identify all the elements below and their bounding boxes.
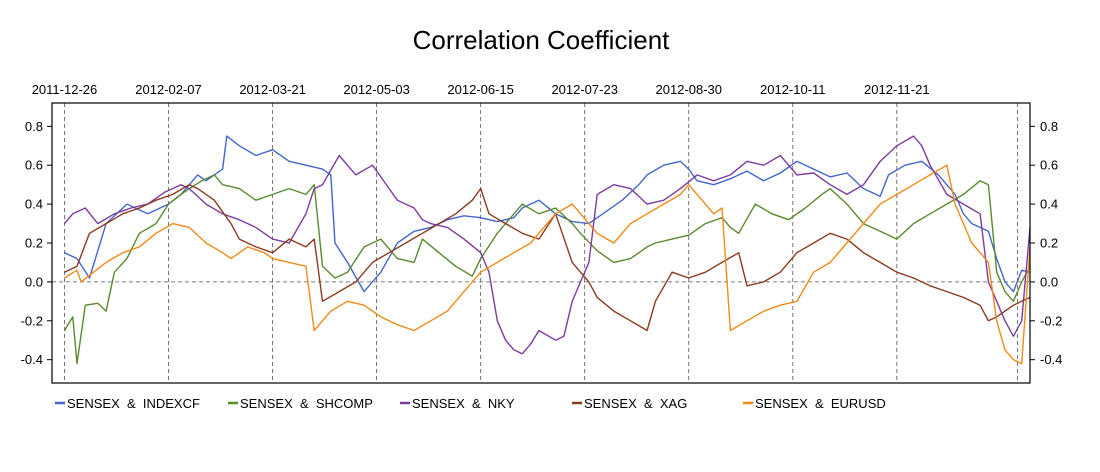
y-tick-label-left: 0.0 (25, 274, 43, 289)
x-tick-label: 2012-08-30 (655, 82, 722, 97)
x-tick-label: 2012-07-23 (551, 82, 618, 97)
y-tick-label-left: -0.2 (21, 313, 43, 328)
legend-label: SENSEX & NKY (412, 396, 515, 411)
plot-frame (51, 102, 1031, 384)
x-tick-label: 2012-06-15 (447, 82, 514, 97)
y-tick-label-left: 0.2 (25, 236, 43, 251)
series-line-0 (64, 135, 1031, 293)
y-tick-label-left: 0.4 (25, 197, 43, 212)
series-line-3 (64, 184, 1031, 332)
legend-label: SENSEX & INDEXCF (67, 396, 200, 411)
x-tick-label: 2012-05-03 (343, 82, 410, 97)
y-tick-label-right: 0.6 (1040, 158, 1058, 173)
gridlines (52, 103, 1030, 383)
y-tick-label-right: -0.4 (1040, 352, 1062, 367)
y-tick-label-right: 0.2 (1040, 236, 1058, 251)
y-tick-label-left: 0.8 (25, 119, 43, 134)
x-tick-label: 2012-02-07 (135, 82, 202, 97)
y-tick-label-right: -0.2 (1040, 313, 1062, 328)
legend-label: SENSEX & XAG (584, 396, 687, 411)
y-tick-label-left: -0.4 (21, 352, 43, 367)
x-tick-label: 2012-10-11 (760, 82, 826, 97)
legend-label: SENSEX & EURUSD (755, 396, 886, 411)
chart-title: Correlation Coefficient (413, 25, 671, 55)
legend: SENSEX & INDEXCF SENSEX & SHCOMP SENSEX & … (55, 396, 886, 411)
legend-label: SENSEX & SHCOMP (240, 396, 373, 411)
x-tick-label: 2012-11-21 (864, 82, 930, 97)
y-tick-label-right: 0.4 (1040, 197, 1058, 212)
y-tick-label-left: 0.6 (25, 158, 43, 173)
series-line-4 (64, 164, 1031, 365)
x-tick-label: 2011-12-26 (32, 82, 98, 97)
y-tick-label-right: 0.8 (1040, 119, 1058, 134)
x-tick-label: 2012-03-21 (239, 82, 306, 97)
y-tick-label-right: 0.0 (1040, 274, 1058, 289)
axis-labels: 2011-12-26 2012-02-07 2012-03-21 2012-05-03… (21, 82, 1063, 367)
series-lines (63, 135, 1031, 365)
series-line-2 (63, 135, 1031, 355)
